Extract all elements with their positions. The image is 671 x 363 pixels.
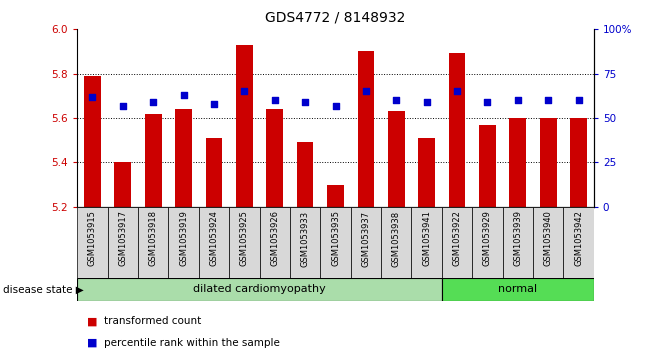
Text: GSM1053922: GSM1053922 bbox=[452, 211, 462, 266]
Bar bbox=[205, 138, 222, 207]
Bar bbox=[442, 278, 594, 301]
Bar bbox=[145, 114, 162, 207]
Bar bbox=[540, 118, 557, 207]
Bar bbox=[229, 207, 260, 278]
Text: transformed count: transformed count bbox=[104, 316, 201, 326]
Point bbox=[178, 92, 189, 98]
Text: GSM1053937: GSM1053937 bbox=[362, 211, 370, 266]
Bar bbox=[320, 207, 351, 278]
Point bbox=[209, 101, 219, 107]
Point bbox=[513, 97, 523, 103]
Text: GSM1053926: GSM1053926 bbox=[270, 211, 279, 266]
Bar bbox=[503, 207, 533, 278]
Point bbox=[269, 97, 280, 103]
Bar bbox=[175, 109, 192, 207]
Bar bbox=[449, 53, 466, 207]
Bar bbox=[77, 207, 107, 278]
Text: GSM1053915: GSM1053915 bbox=[88, 211, 97, 266]
Point bbox=[360, 89, 371, 94]
Bar bbox=[168, 207, 199, 278]
Text: GSM1053924: GSM1053924 bbox=[209, 211, 219, 266]
Text: GSM1053935: GSM1053935 bbox=[331, 211, 340, 266]
Text: percentile rank within the sample: percentile rank within the sample bbox=[104, 338, 280, 348]
Bar bbox=[472, 207, 503, 278]
Bar bbox=[236, 45, 253, 207]
Text: ■: ■ bbox=[87, 338, 101, 348]
Text: ■: ■ bbox=[87, 316, 101, 326]
Bar bbox=[442, 207, 472, 278]
Text: GSM1053940: GSM1053940 bbox=[544, 211, 553, 266]
Bar bbox=[199, 207, 229, 278]
Text: disease state ▶: disease state ▶ bbox=[3, 285, 84, 294]
Point bbox=[148, 99, 158, 105]
Text: GSM1053917: GSM1053917 bbox=[118, 211, 127, 266]
Bar bbox=[533, 207, 564, 278]
Bar bbox=[138, 207, 168, 278]
Text: GSM1053941: GSM1053941 bbox=[422, 211, 431, 266]
Text: GSM1053938: GSM1053938 bbox=[392, 211, 401, 266]
Bar bbox=[411, 207, 442, 278]
Bar bbox=[381, 207, 411, 278]
Bar bbox=[418, 138, 435, 207]
Bar bbox=[114, 163, 131, 207]
Point bbox=[482, 99, 493, 105]
Text: GSM1053939: GSM1053939 bbox=[513, 211, 522, 266]
Text: GSM1053919: GSM1053919 bbox=[179, 211, 188, 266]
Bar bbox=[479, 125, 496, 207]
Text: GSM1053918: GSM1053918 bbox=[149, 211, 158, 266]
Bar bbox=[570, 118, 587, 207]
Bar bbox=[351, 207, 381, 278]
Point bbox=[330, 103, 341, 109]
Bar bbox=[297, 142, 313, 207]
Bar bbox=[388, 111, 405, 207]
Point bbox=[239, 89, 250, 94]
Text: dilated cardiomyopathy: dilated cardiomyopathy bbox=[193, 285, 326, 294]
Point bbox=[300, 99, 311, 105]
Bar bbox=[358, 51, 374, 207]
Text: GDS4772 / 8148932: GDS4772 / 8148932 bbox=[265, 11, 406, 25]
Point bbox=[117, 103, 128, 109]
Bar bbox=[509, 118, 526, 207]
Bar bbox=[77, 278, 442, 301]
Bar bbox=[266, 109, 283, 207]
Bar bbox=[290, 207, 320, 278]
Text: GSM1053942: GSM1053942 bbox=[574, 211, 583, 266]
Point bbox=[452, 89, 462, 94]
Point bbox=[421, 99, 432, 105]
Bar bbox=[327, 185, 344, 207]
Text: GSM1053925: GSM1053925 bbox=[240, 211, 249, 266]
Point bbox=[543, 97, 554, 103]
Bar bbox=[260, 207, 290, 278]
Bar bbox=[107, 207, 138, 278]
Point bbox=[391, 97, 402, 103]
Text: normal: normal bbox=[499, 285, 537, 294]
Text: GSM1053929: GSM1053929 bbox=[483, 211, 492, 266]
Point bbox=[573, 97, 584, 103]
Point bbox=[87, 94, 98, 99]
Bar bbox=[84, 76, 101, 207]
Bar bbox=[564, 207, 594, 278]
Text: GSM1053933: GSM1053933 bbox=[301, 211, 309, 266]
